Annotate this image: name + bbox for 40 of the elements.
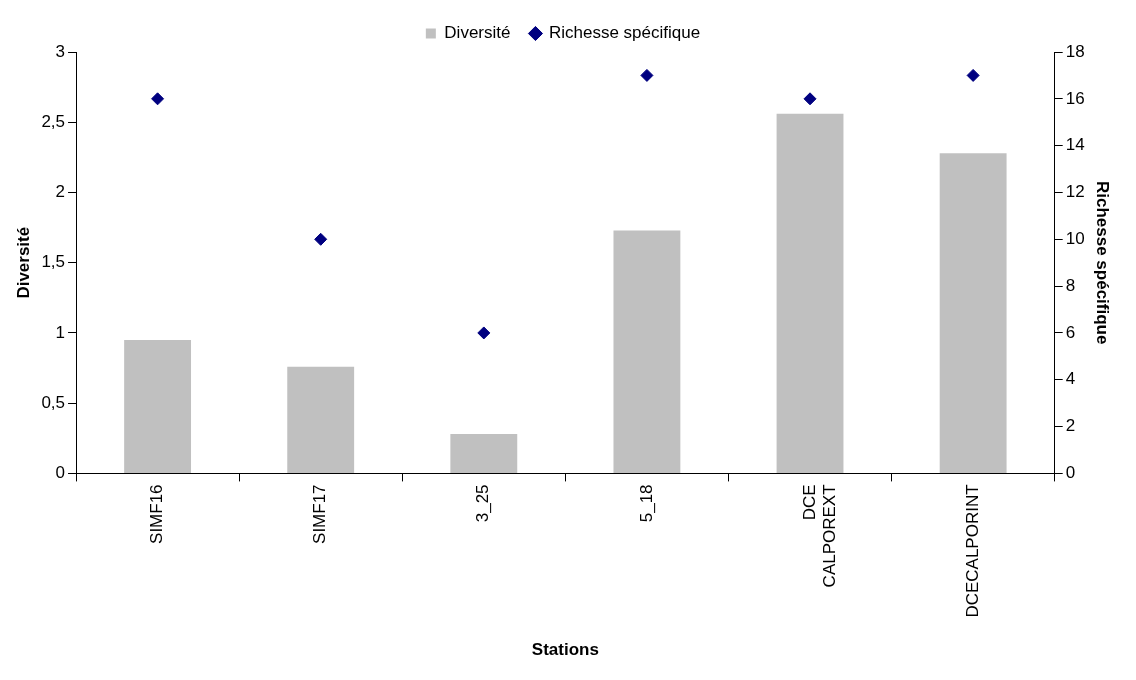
y-tick-label: 3 — [55, 41, 66, 61]
point — [151, 92, 165, 106]
y-axis-title: Diversité — [13, 226, 33, 299]
point — [640, 68, 654, 82]
point — [966, 68, 980, 82]
y2-tick-label: 4 — [1065, 369, 1076, 389]
x-tick-label: DCECALPORINT — [962, 484, 982, 618]
x-tick-label: SIMF16 — [147, 484, 167, 544]
y-tick-label: 1 — [55, 322, 66, 342]
y2-tick-label: 8 — [1065, 275, 1076, 295]
y-tick-label: 0,5 — [41, 392, 66, 412]
y-tick-label: 2,5 — [41, 111, 66, 131]
y2-tick-label: 14 — [1065, 135, 1085, 155]
y2-tick-label: 6 — [1065, 322, 1076, 342]
y2-tick-label: 0 — [1065, 463, 1076, 483]
point — [803, 92, 817, 106]
x-axis-title: Stations — [531, 640, 599, 660]
y2-tick-label: 18 — [1065, 41, 1085, 61]
y2-tick-label: 16 — [1065, 88, 1085, 108]
y2-tick-label: 12 — [1065, 182, 1085, 202]
bar — [939, 153, 1007, 473]
y-tick-label: 1,5 — [41, 252, 66, 272]
point — [314, 232, 328, 246]
y-tick-label: 2 — [55, 182, 66, 202]
bar — [613, 230, 681, 473]
x-tick-label: SIMF17 — [310, 484, 330, 544]
legend-label: Diversité — [444, 23, 511, 43]
bar — [450, 434, 518, 473]
point — [477, 326, 491, 340]
y2-tick-label: 10 — [1065, 228, 1085, 248]
x-tick-label: 5_18 — [636, 484, 656, 523]
x-tick-label: 3_25 — [473, 484, 493, 523]
x-tick-label: DCE CALPOREXT — [799, 484, 840, 588]
bar — [287, 366, 355, 473]
y-tick-label: 0 — [55, 463, 66, 483]
y2-tick-label: 2 — [1065, 416, 1076, 436]
bar — [124, 339, 192, 473]
legend-label: Richesse spécifique — [548, 23, 701, 43]
bar — [776, 113, 844, 473]
y2-axis-title: Richesse spécifique — [1093, 180, 1113, 345]
